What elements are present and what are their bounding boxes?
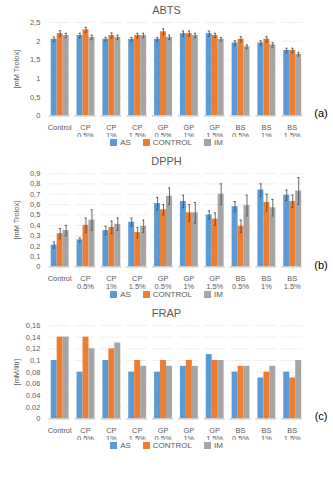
svg-text:0: 0 (36, 414, 40, 423)
svg-text:0,4: 0,4 (30, 221, 40, 230)
html-text:(c): (c) (314, 409, 328, 422)
svg-text:BS1%: BS1% (261, 123, 272, 137)
svg-text:0,6: 0,6 (30, 200, 40, 209)
html-text:AS: AS (120, 289, 131, 299)
svg-text:CP0.5%: CP0.5% (77, 123, 94, 137)
svg-text:CP1%: CP1% (106, 426, 117, 440)
html-text:AS: AS (120, 138, 131, 148)
html-text:AS: AS (120, 440, 131, 450)
svg-text:0,9: 0,9 (30, 169, 40, 178)
svg-text:BS1%: BS1% (261, 426, 272, 440)
svg-text:GP1.5%: GP1.5% (206, 123, 223, 137)
svg-text:2,5: 2,5 (30, 18, 40, 27)
html-text:FRAP: FRAP (151, 306, 182, 319)
svg-text:[mM Trolox]: [mM Trolox] (12, 201, 21, 240)
svg-text:0,7: 0,7 (30, 190, 40, 199)
svg-text:0,06: 0,06 (26, 379, 40, 388)
svg-text:CP1.5%: CP1.5% (129, 426, 146, 440)
svg-text:BS0.5%: BS0.5% (232, 123, 249, 137)
html-text:(b): (b) (314, 258, 328, 271)
svg-text:0,16: 0,16 (26, 320, 40, 329)
html-text:IM: IM (214, 440, 223, 450)
svg-text:0,2: 0,2 (30, 242, 40, 251)
svg-text:0: 0 (36, 111, 40, 120)
svg-text:BS1.5%: BS1.5% (284, 123, 301, 137)
svg-text:0,04: 0,04 (26, 390, 40, 399)
html-text:(a): (a) (314, 107, 328, 120)
svg-text:0,5: 0,5 (30, 211, 40, 220)
svg-text:0,02: 0,02 (26, 402, 40, 411)
svg-text:CP1.5%: CP1.5% (129, 274, 146, 288)
svg-text:Control: Control (48, 274, 72, 283)
svg-text:GP0.5%: GP0.5% (155, 274, 172, 288)
svg-text:CP0.5%: CP0.5% (77, 426, 94, 440)
svg-text:0,3: 0,3 (30, 231, 40, 240)
svg-text:GP1.5%: GP1.5% (206, 426, 223, 440)
svg-text:BS1.5%: BS1.5% (284, 274, 301, 288)
svg-text:0: 0 (36, 263, 40, 272)
svg-text:BS0.5%: BS0.5% (232, 274, 249, 288)
svg-text:0,1: 0,1 (30, 252, 40, 261)
svg-text:0,1: 0,1 (30, 355, 40, 364)
html-text:CONTROL: CONTROL (152, 440, 192, 450)
svg-text:CP1%: CP1% (106, 123, 117, 137)
html-text:IM: IM (214, 138, 223, 148)
svg-text:0,08: 0,08 (26, 367, 40, 376)
svg-text:BS0.5%: BS0.5% (232, 426, 249, 440)
svg-text:2: 2 (36, 37, 40, 46)
svg-text:[mM Trolox]: [mM Trolox] (12, 50, 21, 89)
svg-text:GP0.5%: GP0.5% (155, 426, 172, 440)
svg-text:0,12: 0,12 (26, 344, 40, 353)
svg-text:0,8: 0,8 (30, 179, 40, 188)
svg-text:CP1%: CP1% (106, 274, 117, 288)
html-text:DPPH: DPPH (151, 155, 182, 168)
html-text:CONTROL: CONTROL (152, 289, 192, 299)
svg-text:0,14: 0,14 (26, 332, 40, 341)
svg-text:GP1%: GP1% (183, 123, 194, 137)
svg-text:GP1%: GP1% (183, 274, 194, 288)
svg-text:1: 1 (36, 74, 40, 83)
svg-text:Control: Control (48, 426, 72, 435)
svg-text:1,5: 1,5 (30, 55, 40, 64)
svg-text:GP1.5%: GP1.5% (206, 274, 223, 288)
svg-text:Control: Control (48, 123, 72, 132)
svg-text:BS1%: BS1% (261, 274, 272, 288)
svg-text:BS1.5%: BS1.5% (284, 426, 301, 440)
html-text:CONTROL: CONTROL (152, 138, 192, 148)
html-text:ABTS: ABTS (152, 4, 181, 16)
svg-text:CP1.5%: CP1.5% (129, 123, 146, 137)
svg-text:0,5: 0,5 (30, 93, 40, 102)
svg-text:GP0.5%: GP0.5% (155, 123, 172, 137)
svg-text:[mM/litr]: [mM/litr] (12, 358, 21, 384)
svg-text:GP1%: GP1% (183, 426, 194, 440)
html-text:IM: IM (214, 289, 223, 299)
svg-text:CP0.5%: CP0.5% (77, 274, 94, 288)
